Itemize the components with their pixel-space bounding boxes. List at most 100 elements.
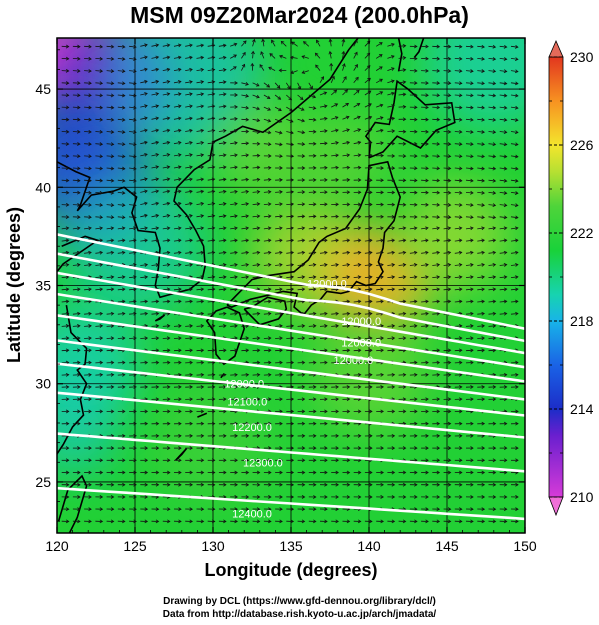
wind-arrow-shaft [499, 239, 507, 242]
wind-arrow-head [413, 287, 418, 292]
wind-arrow-head [234, 495, 238, 499]
wind-arrow-head [166, 336, 171, 341]
wind-arrow-head [346, 226, 351, 231]
wind-arrow-head [234, 507, 238, 512]
wind-arrow-shaft [342, 252, 350, 254]
wind-arrow-head [369, 287, 373, 292]
wind-arrow-head [234, 348, 238, 353]
wind-arrow-head [470, 250, 474, 255]
wind-arrow-shaft [488, 216, 496, 218]
wind-arrow-head [110, 69, 115, 73]
wind-arrow-shaft [117, 131, 125, 133]
wind-arrow-head [458, 250, 463, 255]
wind-arrow-head [166, 482, 171, 487]
wind-arrow-head [379, 78, 383, 83]
wind-arrow-head [211, 324, 216, 328]
wind-arrow-shaft [106, 192, 114, 194]
wind-arrow-shaft [279, 55, 287, 59]
wind-arrow-shaft [230, 142, 238, 145]
wind-arrow-head [88, 372, 92, 377]
wind-arrow-head [341, 50, 346, 55]
wind-arrow-head [481, 117, 485, 122]
wind-arrow-shaft [375, 54, 383, 59]
wind-arrow-shaft [319, 92, 327, 96]
wind-arrow-shaft [353, 252, 361, 254]
wind-arrow-shaft [106, 155, 114, 157]
wind-arrow-head [256, 130, 261, 134]
wind-arrow-shaft [106, 143, 114, 145]
wind-arrow-shaft [499, 106, 507, 109]
wind-arrow-head [492, 336, 497, 341]
wind-arrow-shaft [241, 64, 245, 71]
wind-arrow-shaft [376, 313, 384, 315]
wind-arrow-shaft [140, 337, 148, 339]
wind-arrow-shaft [252, 300, 260, 303]
wind-arrow-shaft [151, 141, 159, 145]
wind-arrow-shaft [364, 288, 372, 291]
wind-arrow-shaft [275, 325, 283, 327]
wind-arrow-head [459, 519, 463, 524]
wind-arrow-head [357, 495, 362, 499]
wind-arrow-head [279, 250, 283, 255]
wind-arrow-shaft [173, 117, 181, 120]
wind-arrow-head [280, 40, 285, 45]
wind-arrow-shaft [162, 349, 170, 352]
wind-arrow-head [144, 275, 149, 280]
wind-arrow-head [279, 409, 283, 414]
wind-arrow-shaft [342, 349, 350, 352]
wind-arrow-head [470, 166, 474, 171]
wind-arrow-head [65, 190, 70, 195]
wind-arrow-head [414, 507, 418, 512]
wind-arrow-shaft [241, 52, 246, 59]
wind-arrow-head [200, 397, 205, 402]
wind-arrow-shaft [129, 143, 137, 145]
wind-arrow-head [155, 324, 160, 328]
wind-arrow-shaft [162, 264, 170, 266]
wind-arrow-head [65, 263, 70, 267]
wind-arrow-shaft [477, 192, 485, 194]
wind-arrow-head [245, 348, 250, 353]
wind-arrow-shaft [218, 252, 226, 254]
wind-arrow-shaft [230, 43, 237, 47]
wind-arrow-head [144, 67, 148, 72]
wind-arrow-shaft [297, 288, 305, 291]
wind-arrow-shaft [207, 69, 215, 71]
wind-arrow-shaft [331, 167, 339, 169]
wind-arrow-head [312, 311, 317, 316]
wind-arrow-head [391, 79, 395, 84]
wind-arrow-head [335, 178, 339, 182]
wind-arrow-shaft [465, 155, 474, 157]
wind-arrow-shaft [331, 325, 339, 327]
wind-arrow-head [458, 129, 463, 134]
wind-arrow-head [211, 397, 216, 402]
wind-arrow-head [312, 324, 317, 328]
wind-arrow-head [335, 190, 339, 195]
wind-arrow-shaft [106, 167, 114, 170]
wind-arrow-head [301, 385, 306, 389]
wind-arrow-head [177, 140, 182, 145]
wind-arrow-head [458, 336, 463, 341]
wind-arrow-head [357, 226, 362, 231]
wind-arrow-head [346, 433, 351, 438]
wind-arrow-head [357, 153, 362, 158]
wind-arrow-shaft [95, 264, 103, 266]
wind-arrow-head [301, 519, 306, 524]
wind-arrow-shaft [477, 216, 485, 218]
wind-arrow-head [211, 482, 216, 487]
wind-arrow-head [357, 214, 362, 219]
wind-arrow-shaft [162, 300, 170, 303]
wind-arrow-head [189, 250, 193, 255]
wind-arrow-shaft [409, 288, 417, 291]
wind-arrow-head [189, 104, 193, 109]
wind-arrow-shaft [263, 106, 271, 111]
wind-arrow-shaft [230, 178, 238, 181]
wind-arrow-shaft [173, 202, 181, 205]
wind-arrow-head [492, 154, 497, 159]
wind-arrow-shaft [196, 154, 204, 157]
wind-arrow-shaft [95, 155, 103, 157]
wind-arrow-head [222, 226, 227, 231]
wind-arrow-head [503, 507, 508, 512]
wind-arrow-head [425, 81, 429, 85]
wind-arrow-head [267, 287, 272, 292]
wind-arrow-shaft [274, 106, 282, 111]
